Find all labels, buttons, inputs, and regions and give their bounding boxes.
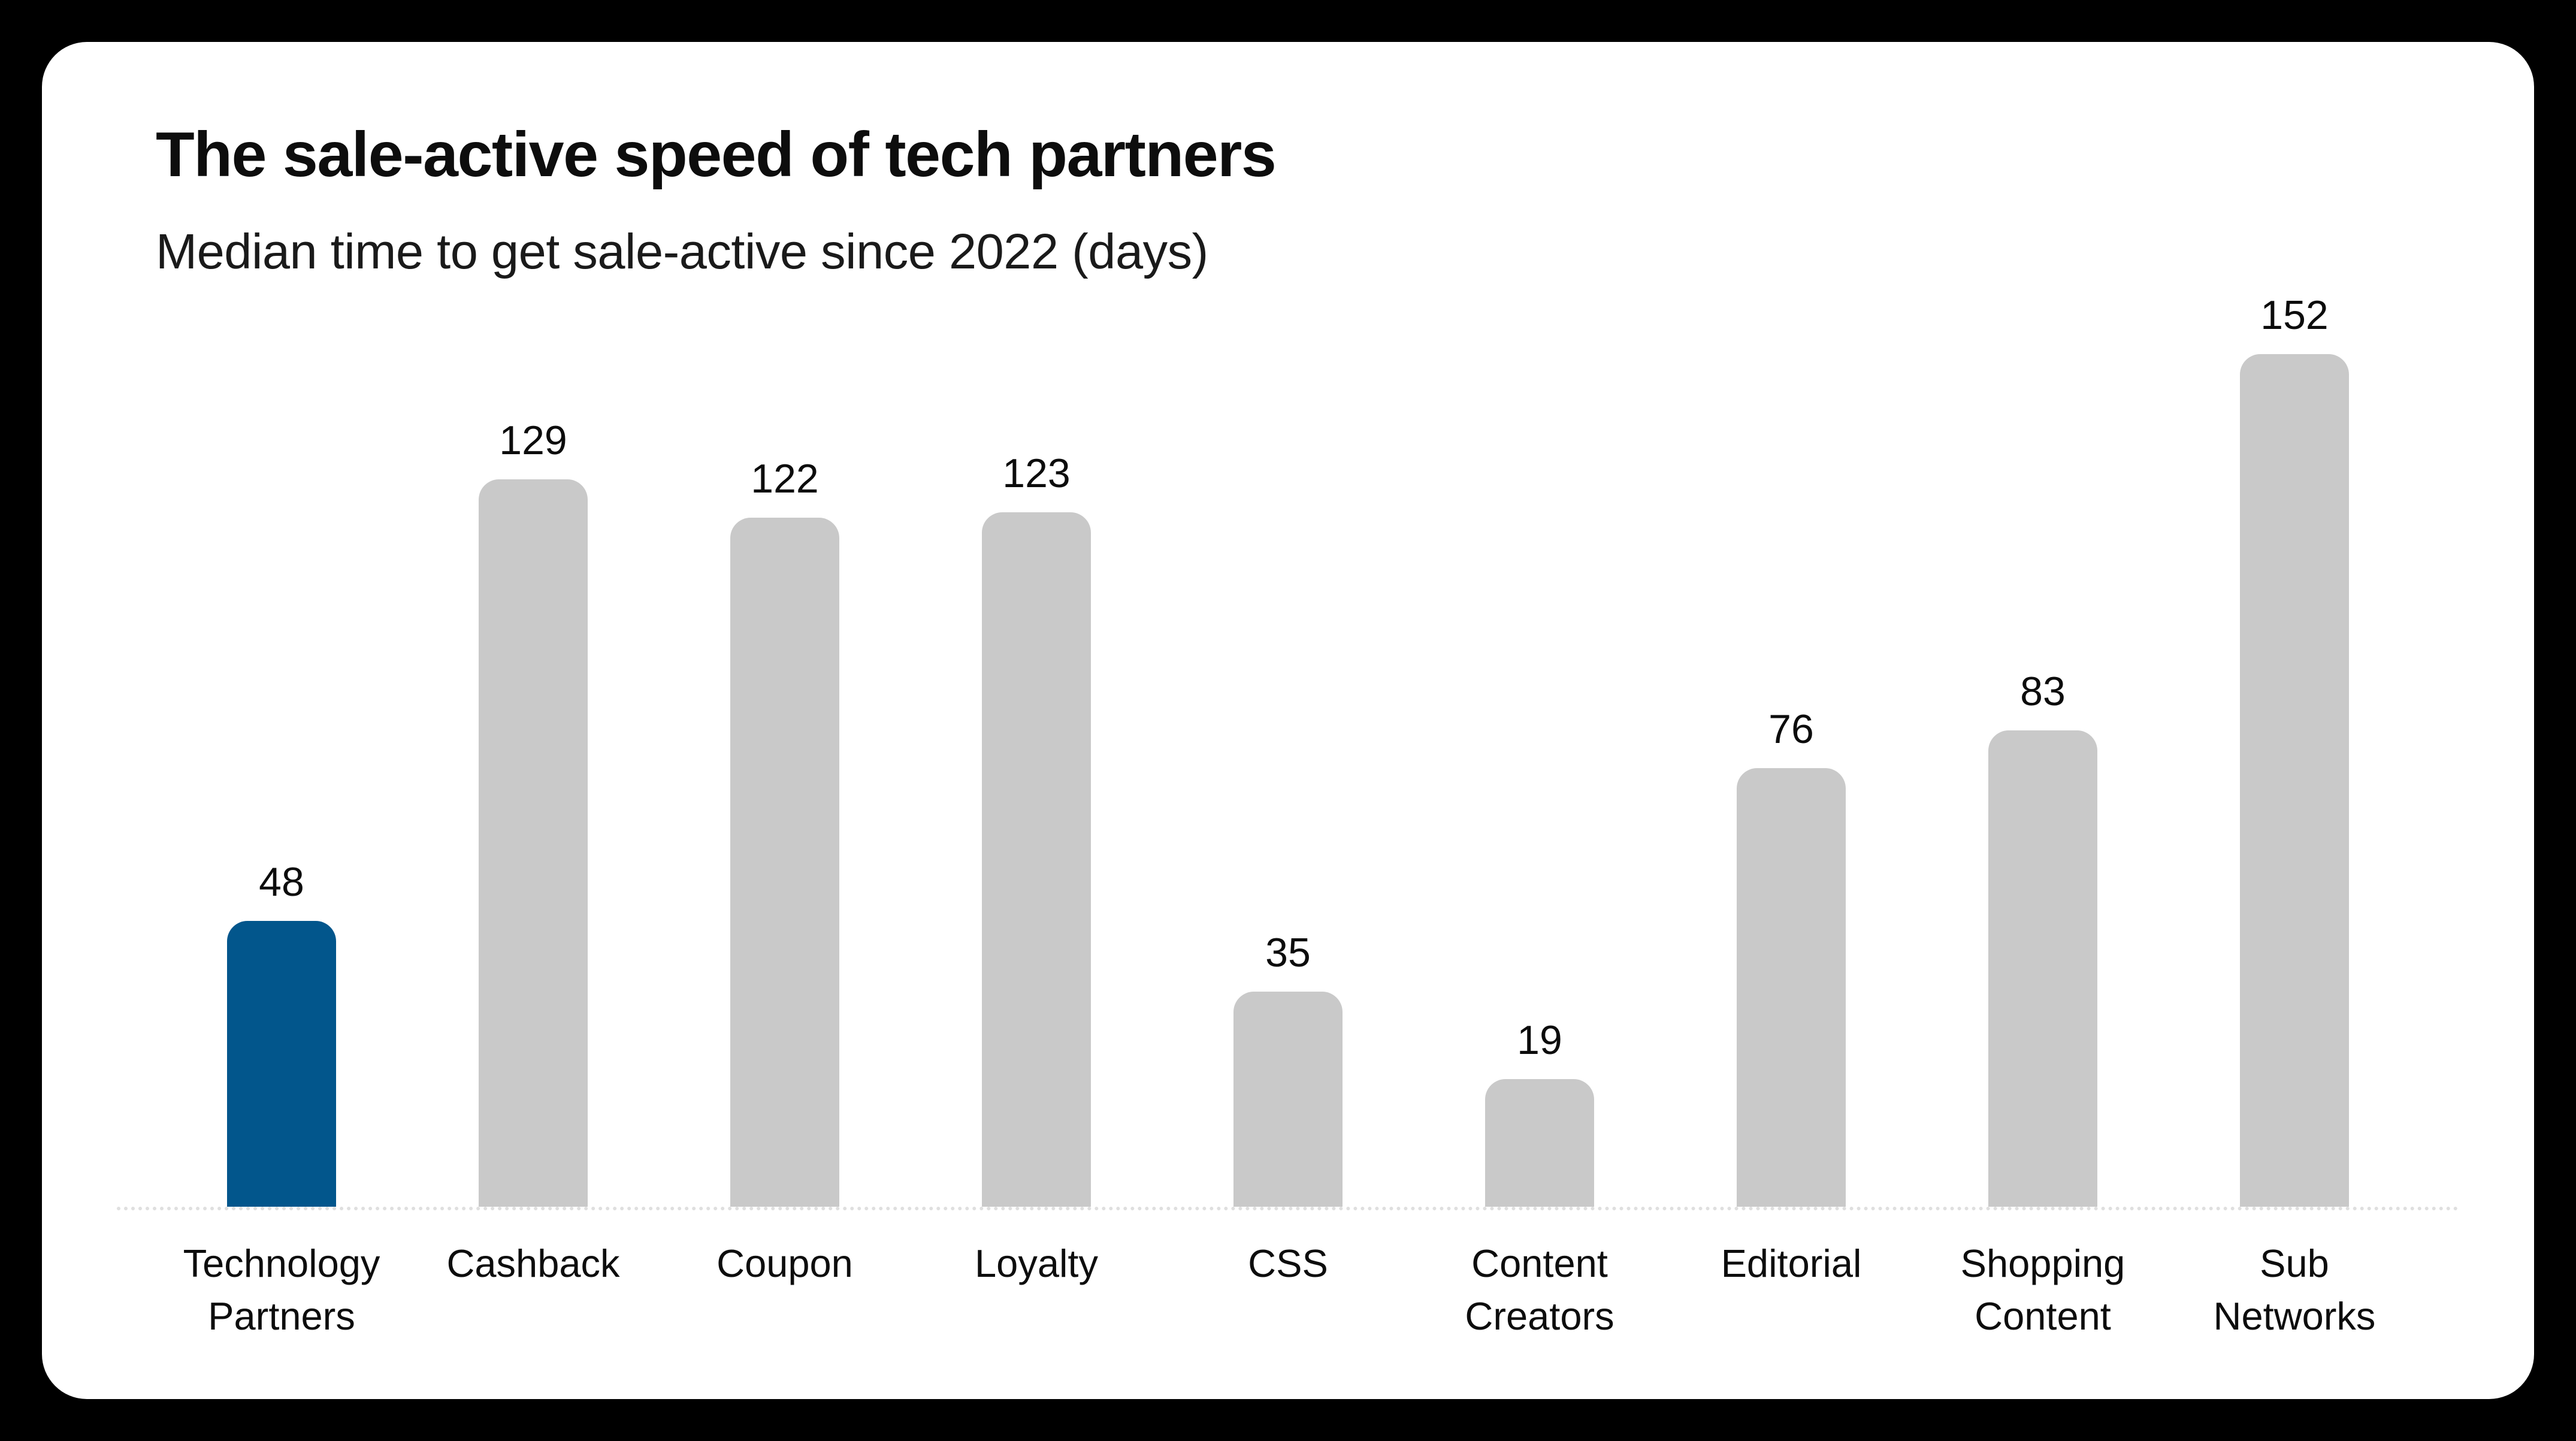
- plot-area: 48 129 122 123 35 19 76 83 152: [117, 292, 2459, 1210]
- bar-column: 19: [1414, 1017, 1665, 1207]
- bar: [730, 518, 839, 1207]
- bar-column: 48: [156, 859, 407, 1207]
- bar-column: 123: [911, 450, 1162, 1207]
- bar-column: 76: [1665, 706, 1917, 1207]
- bar-value-label: 122: [751, 456, 819, 502]
- bar: [479, 479, 588, 1207]
- bar-column: 152: [2169, 292, 2420, 1207]
- chart-subtitle: Median time to get sale-active since 202…: [156, 223, 1208, 279]
- bar-column: 129: [407, 417, 659, 1207]
- chart-title: The sale-active speed of tech partners: [156, 119, 1277, 190]
- bar-column: 35: [1162, 929, 1414, 1207]
- category-label: Shopping Content: [1960, 1241, 2125, 1338]
- bar: [1988, 730, 2097, 1207]
- bar: [1233, 992, 1343, 1207]
- bar-column: 83: [1917, 668, 2169, 1207]
- category-label: Cashback: [446, 1241, 620, 1285]
- category-label: Technology Partners: [183, 1241, 380, 1338]
- bar-value-label: 19: [1517, 1017, 1562, 1063]
- bar-highlighted: [227, 921, 336, 1207]
- category-label: Editorial: [1721, 1241, 1862, 1285]
- bar-value-label: 48: [259, 859, 304, 905]
- bar-value-label: 123: [1002, 451, 1071, 496]
- bar: [1485, 1079, 1594, 1207]
- bar-value-label: 76: [1768, 706, 1814, 752]
- bar-value-label: 152: [2260, 292, 2329, 338]
- category-label: Sub Networks: [2213, 1241, 2376, 1338]
- bar: [2240, 354, 2349, 1207]
- bar-column: 122: [659, 455, 911, 1207]
- bar: [1737, 768, 1846, 1207]
- bar: [982, 512, 1091, 1207]
- chart-card: The sale-active speed of tech partners M…: [42, 42, 2534, 1399]
- bar-value-label: 129: [499, 418, 567, 463]
- category-label: Content Creators: [1465, 1241, 1614, 1338]
- category-label: CSS: [1248, 1241, 1328, 1285]
- category-labels: Technology Partners Cashback Coupon Loyalty C…: [117, 1237, 2459, 1399]
- bar-value-label: 83: [2020, 669, 2066, 714]
- category-label: Coupon: [716, 1241, 853, 1285]
- category-label: Loyalty: [975, 1241, 1098, 1285]
- bar-value-label: 35: [1265, 930, 1311, 975]
